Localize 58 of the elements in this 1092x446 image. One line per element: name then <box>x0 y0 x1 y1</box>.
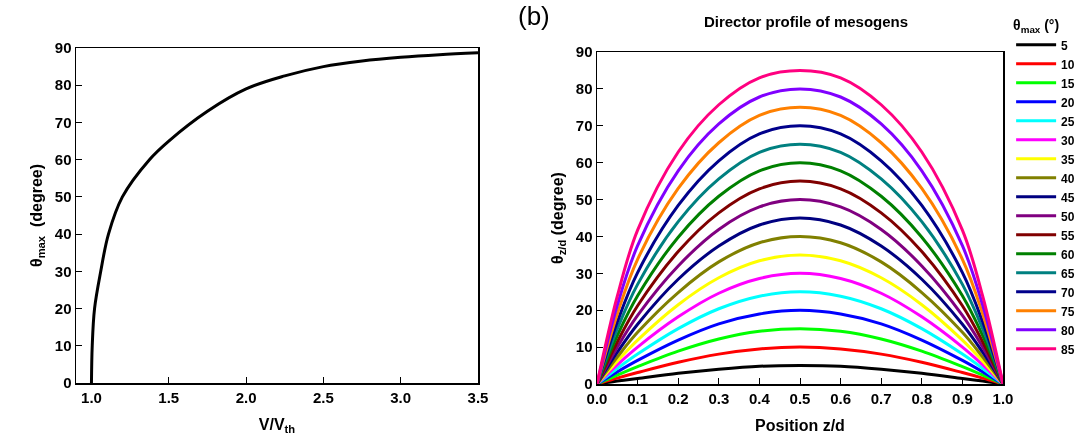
legend-label: 70 <box>1061 285 1075 300</box>
legend-title: θ$_{max}$ (°) <box>1013 17 1060 36</box>
legend-label: 15 <box>1061 76 1075 91</box>
x-tick-label: 0.8 <box>911 389 933 407</box>
x-tick-label: 2.5 <box>312 388 334 406</box>
x-tick-label: 2.0 <box>235 388 257 406</box>
y-tick-label: 90 <box>54 39 72 57</box>
x-tick-label: 3.0 <box>390 388 412 406</box>
y-tick-label: 70 <box>575 117 593 135</box>
legend-label: 20 <box>1061 95 1075 110</box>
x-tick-label: 1.0 <box>81 388 102 406</box>
x-tick-label: 1.5 <box>158 388 180 406</box>
text: (b) <box>518 1 550 31</box>
legend-label: 55 <box>1061 228 1075 243</box>
legend-label: 45 <box>1061 190 1075 205</box>
legend-label: 10 <box>1061 57 1075 72</box>
x-axis-title: V/V$_{th}$ <box>258 415 296 436</box>
legend-label: 35 <box>1061 152 1075 167</box>
x-tick-label: 0.7 <box>870 389 892 407</box>
y-tick-label: 40 <box>54 225 72 243</box>
legend-label: 75 <box>1061 304 1075 319</box>
y-tick-label: 10 <box>575 338 593 356</box>
x-tick-label: 0.1 <box>627 389 649 407</box>
legend-label: 5 <box>1061 38 1069 53</box>
legend-label: 60 <box>1061 247 1075 262</box>
legend-label: 30 <box>1061 133 1075 148</box>
y-tick-label: 60 <box>575 153 593 171</box>
x-tick-label: 0.3 <box>708 389 730 407</box>
x-tick-label: 3.5 <box>467 388 489 406</box>
y-tick-label: 70 <box>54 113 72 131</box>
y-tick-label: 10 <box>54 337 72 355</box>
legend-label: 80 <box>1061 323 1075 338</box>
y-tick-label: 80 <box>54 76 72 94</box>
y-tick-label: 20 <box>575 301 593 319</box>
x-axis-title: Position z/d <box>755 416 845 434</box>
y-tick-label: 90 <box>575 43 593 61</box>
y-tick-label: 50 <box>575 190 593 208</box>
y-tick-label: 80 <box>575 80 593 98</box>
chart-title: Director profile of mesogens <box>703 13 909 31</box>
x-tick-label: 0.6 <box>830 389 852 407</box>
x-tick-label: 0.2 <box>667 389 689 407</box>
legend-label: 85 <box>1061 342 1075 357</box>
x-tick-label: 0.9 <box>951 389 973 407</box>
y-tick-label: 30 <box>54 262 72 280</box>
legend-label: 50 <box>1061 209 1075 224</box>
legend-label: 65 <box>1061 266 1075 281</box>
x-tick-label: 1.0 <box>992 389 1014 407</box>
y-tick-label: 50 <box>54 188 72 206</box>
y-tick-label: 40 <box>575 227 593 245</box>
x-tick-label: 0.5 <box>789 389 811 407</box>
y-tick-label: 0 <box>63 374 72 392</box>
y-tick-label: 30 <box>575 264 593 282</box>
y-tick-label: 20 <box>54 299 72 317</box>
y-tick-label: 60 <box>54 150 72 168</box>
legend-label: 40 <box>1061 171 1075 186</box>
x-tick-label: 0.4 <box>748 389 771 407</box>
line-series <box>597 308 1003 384</box>
legend-label: 25 <box>1061 114 1075 129</box>
